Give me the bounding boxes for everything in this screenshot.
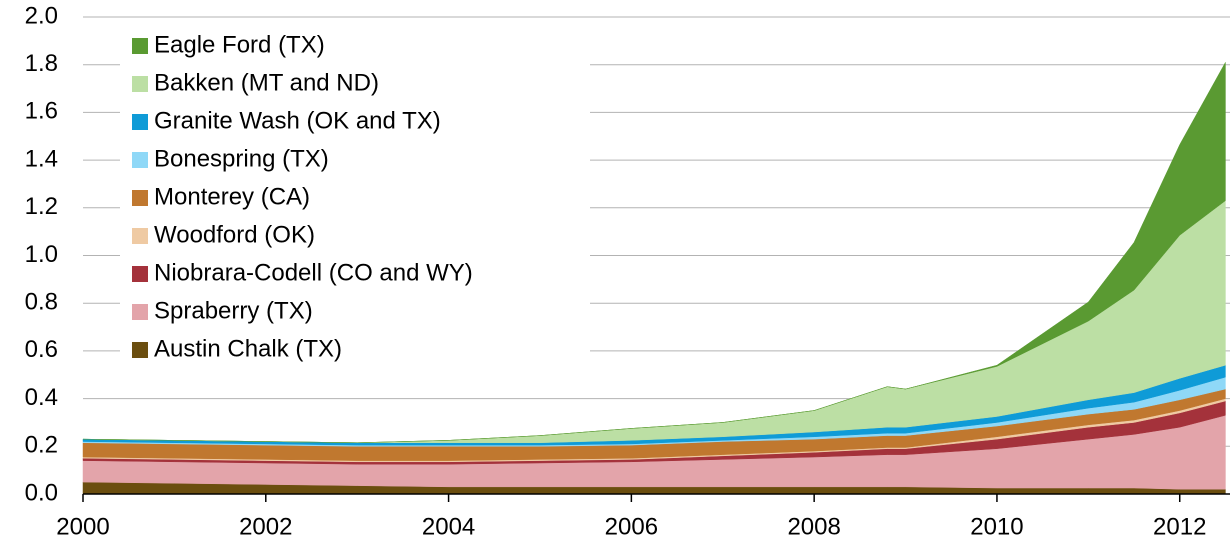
x-tick-label: 2000 [56,513,109,540]
legend-label: Niobrara-Codell (CO and WY) [154,259,473,286]
y-tick-label: 0.0 [25,479,58,506]
legend-swatch [132,342,148,358]
legend-label: Eagle Ford (TX) [154,31,325,58]
y-tick-label: 1.4 [25,145,58,172]
legend-swatch [132,152,148,168]
y-tick-label: 1.2 [25,193,58,220]
y-tick-label: 0.4 [25,384,58,411]
legend-swatch [132,266,148,282]
area [82,61,1226,443]
legend-swatch [132,304,148,320]
y-tick-label: 1.0 [25,241,58,268]
y-tick-label: 1.6 [25,98,58,125]
y-tick-label: 0.8 [25,289,58,316]
y-tick-label: 2.0 [25,2,58,29]
legend-swatch [132,114,148,130]
x-tick-label: 2010 [970,513,1023,540]
x-tick-label: 2004 [422,513,475,540]
legend-label: Monterey (CA) [154,183,310,210]
x-tick-label: 2002 [239,513,292,540]
legend-label: Bonespring (TX) [154,145,329,172]
y-tick-label: 0.6 [25,336,58,363]
y-tick-label: 0.2 [25,432,58,459]
legend-label: Spraberry (TX) [154,297,313,324]
legend-label: Granite Wash (OK and TX) [154,107,441,134]
legend-swatch [132,76,148,92]
x-tick-label: 2006 [605,513,658,540]
legend-label: Austin Chalk (TX) [154,335,342,362]
legend-swatch [132,190,148,206]
legend-label: Woodford (OK) [154,221,315,248]
legend-box [120,26,590,396]
legend-swatch [132,38,148,54]
legend-label: Bakken (MT and ND) [154,69,379,96]
x-tick-label: 2008 [787,513,840,540]
legend-swatch [132,228,148,244]
y-tick-label: 1.8 [25,50,58,77]
x-tick-label: 2012 [1153,513,1206,540]
